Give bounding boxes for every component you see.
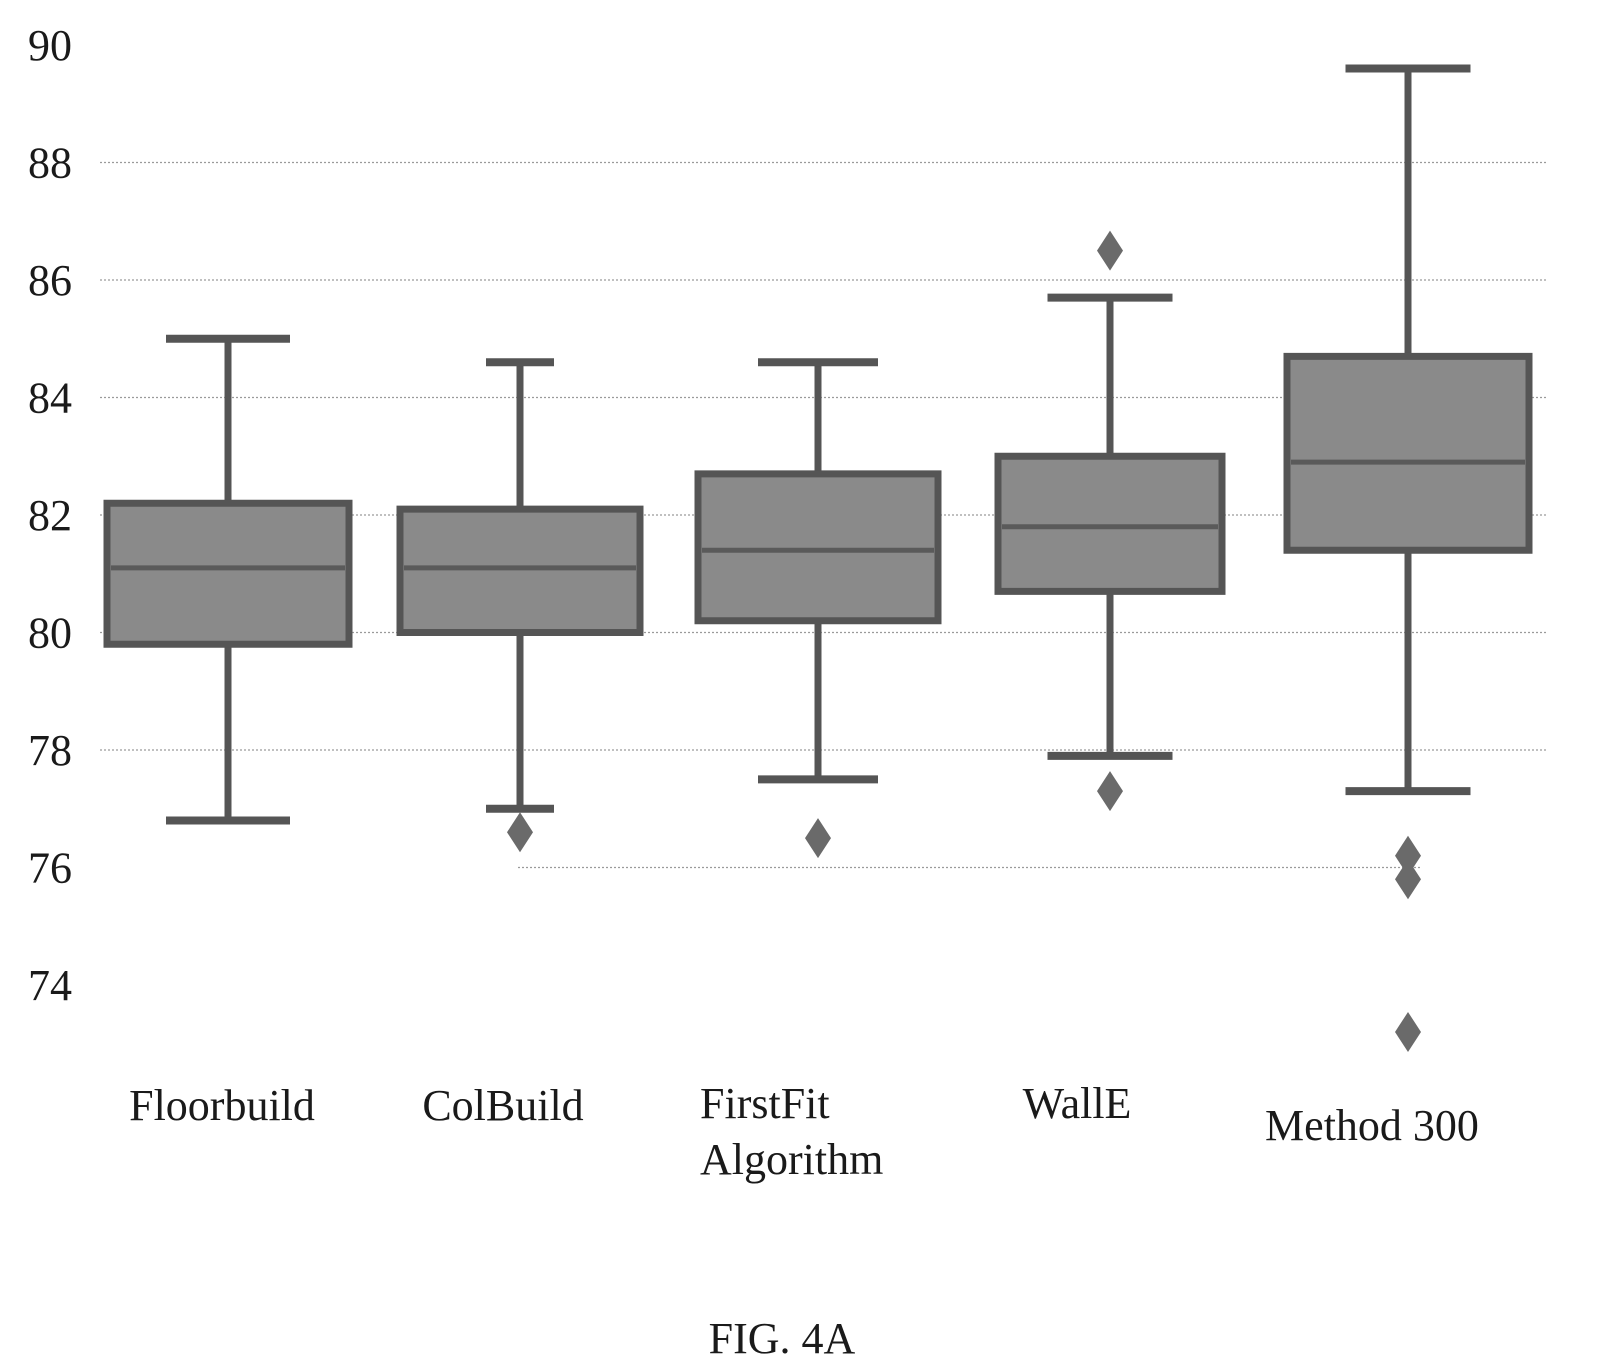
outlier-marker — [1097, 230, 1123, 271]
outlier-marker — [507, 812, 533, 853]
y-tick-label-84: 84 — [28, 374, 72, 423]
y-tick-label-76: 76 — [28, 844, 72, 893]
outlier-marker — [805, 818, 831, 859]
box-group-0 — [103, 334, 353, 825]
outlier-marker — [1395, 859, 1421, 900]
box-group-3 — [994, 230, 1226, 812]
outlier-marker — [1395, 1012, 1421, 1052]
figure-caption: FIG. 4A — [709, 1314, 856, 1363]
box-group-1 — [396, 358, 644, 853]
y-tick-label-88: 88 — [28, 139, 72, 188]
x-axis-category-labels: Floorbuild ColBuild FirstFit Algorithm WallE… — [129, 1079, 1479, 1184]
category-label-3: WallE — [1023, 1079, 1132, 1128]
category-label-2: FirstFit Algorithm — [700, 1079, 883, 1184]
outlier-marker — [1097, 771, 1123, 812]
box-group-2 — [694, 358, 942, 859]
y-axis-tick-labels: 90 88 86 84 82 80 78 76 74 — [28, 21, 72, 1010]
y-tick-label-78: 78 — [28, 726, 72, 775]
category-label-0: Floorbuild — [129, 1081, 315, 1130]
iqr-box — [396, 505, 644, 636]
iqr-box — [994, 452, 1226, 595]
category-label-1: ColBuild — [422, 1081, 583, 1130]
outlier-marker — [1395, 835, 1421, 876]
category-label-4: Method 300 — [1265, 1101, 1479, 1150]
box-series — [103, 64, 1533, 1052]
y-tick-label-74: 74 — [28, 961, 72, 1010]
y-tick-label-82: 82 — [28, 491, 72, 540]
iqr-box — [694, 470, 942, 625]
y-tick-label-90: 90 — [28, 21, 72, 70]
iqr-box — [1283, 352, 1533, 554]
iqr-box — [103, 499, 353, 648]
box-group-4 — [1283, 64, 1533, 1052]
y-tick-label-86: 86 — [28, 256, 72, 305]
y-tick-label-80: 80 — [28, 609, 72, 658]
